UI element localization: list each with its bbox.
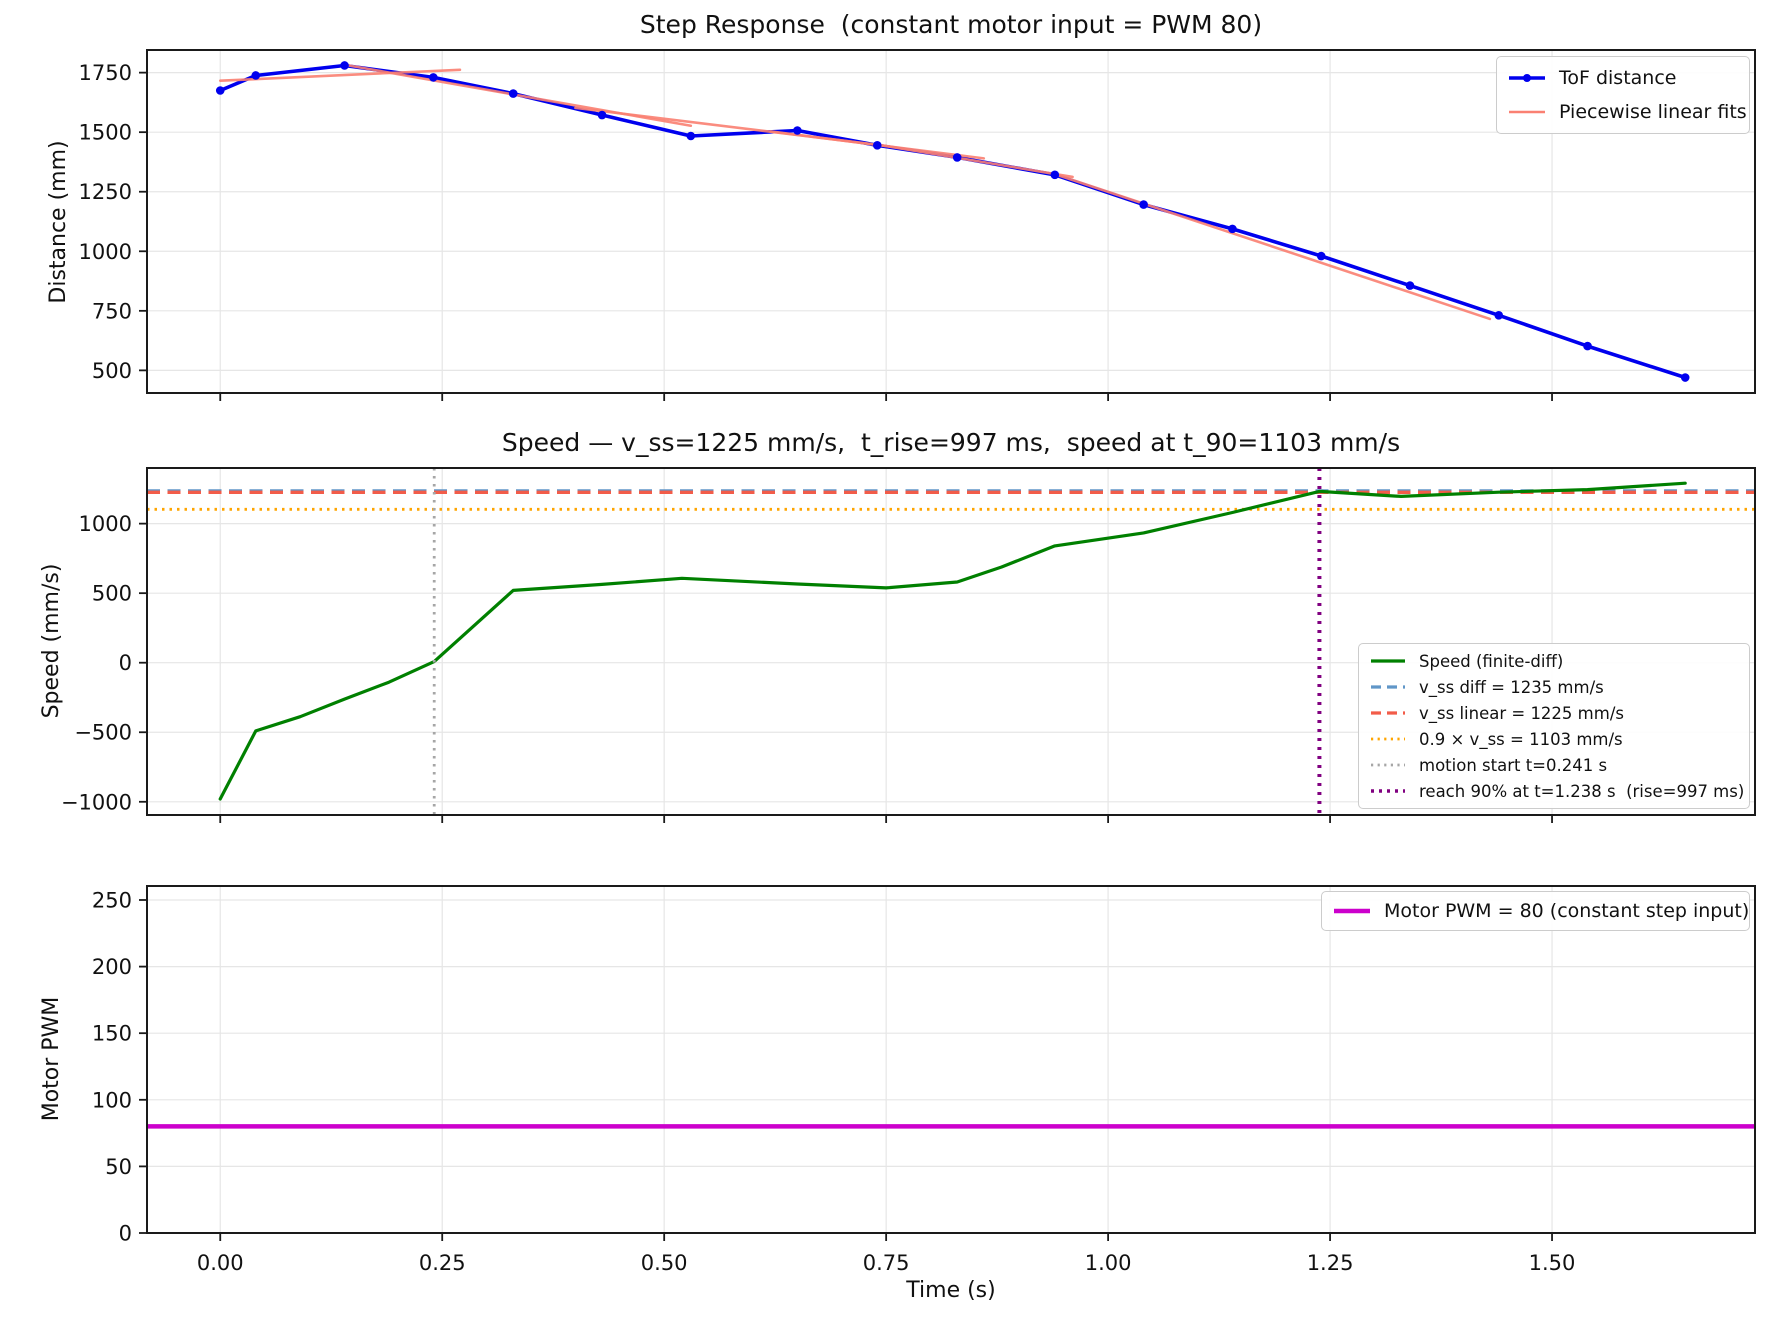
y-tick-label: 0 bbox=[119, 1222, 132, 1246]
data-point-marker bbox=[1583, 341, 1592, 351]
data-point-marker bbox=[597, 110, 607, 120]
legend-item-piecewise-fits: Piecewise linear fits bbox=[1507, 101, 1747, 123]
y-tick-label: 500 bbox=[92, 582, 132, 606]
x-tick-label: 0.50 bbox=[641, 1251, 688, 1275]
data-point-marker bbox=[1494, 311, 1504, 320]
data-point-marker bbox=[1139, 200, 1148, 209]
x-tick-label: 1.25 bbox=[1307, 1251, 1354, 1275]
distance-legend: ToF distance Piecewise linear fits bbox=[1496, 56, 1750, 134]
data-point-marker bbox=[1680, 373, 1690, 382]
legend-item-reach-90: reach 90% at t=1.238 s (rise=997 ms) bbox=[1369, 782, 1744, 801]
legend-label: ToF distance bbox=[1559, 67, 1677, 89]
time-axis-label: Time (s) bbox=[906, 1278, 996, 1303]
y-tick-label: −500 bbox=[74, 721, 132, 745]
fit-segment bbox=[1053, 172, 1492, 321]
x-tick-label: 0.75 bbox=[863, 1251, 910, 1275]
fit-segment bbox=[875, 143, 1074, 179]
motion-start-dotted-sample bbox=[1371, 763, 1405, 767]
legend-item-vss-diff: v_ss diff = 1235 mm/s bbox=[1369, 678, 1739, 697]
legend-label: v_ss diff = 1235 mm/s bbox=[1419, 677, 1604, 697]
series-line bbox=[218, 63, 1687, 380]
vss-linear-dash-sample bbox=[1371, 711, 1405, 715]
vss90-dotted-sample bbox=[1371, 737, 1405, 741]
tof-line-sample bbox=[1509, 74, 1545, 82]
legend-label: reach 90% at t=1.238 s (rise=997 ms) bbox=[1419, 781, 1745, 801]
y-tick-label: −1000 bbox=[61, 790, 132, 814]
data-point-marker bbox=[508, 89, 518, 98]
x-tick-label: 0.00 bbox=[197, 1251, 244, 1275]
pwm-legend: Motor PWM = 80 (constant step input) bbox=[1321, 891, 1750, 931]
series-line bbox=[218, 481, 1687, 801]
legend-item-tof-distance: ToF distance bbox=[1507, 67, 1739, 89]
x-tick-label: 1.50 bbox=[1529, 1251, 1576, 1275]
y-tick-label: 1250 bbox=[79, 180, 132, 204]
fit-line-sample bbox=[1509, 110, 1545, 114]
axes-spines bbox=[146, 885, 1756, 1234]
data-point-marker bbox=[1316, 251, 1326, 261]
data-point-marker bbox=[340, 61, 349, 70]
y-tick-label: 1750 bbox=[79, 61, 132, 85]
x-tick-label: 1.00 bbox=[1085, 1251, 1132, 1275]
y-tick-label: 200 bbox=[92, 955, 132, 979]
speed-line-sample bbox=[1371, 659, 1405, 663]
data-point-marker bbox=[1228, 224, 1237, 234]
axes-spines bbox=[146, 467, 1756, 816]
y-tick-label: 1000 bbox=[79, 240, 132, 264]
legend-label: motion start t=0.241 s bbox=[1419, 755, 1608, 775]
legend-item-motor-pwm: Motor PWM = 80 (constant step input) bbox=[1332, 900, 1749, 922]
data-point-marker bbox=[1405, 281, 1415, 290]
legend-label: v_ss linear = 1225 mm/s bbox=[1419, 703, 1624, 723]
y-tick-label: 750 bbox=[92, 299, 132, 323]
x-tick-label: 0.25 bbox=[419, 1251, 466, 1275]
top-chart-title: Step Response (constant motor input = PW… bbox=[639, 10, 1263, 39]
y-tick-label: 100 bbox=[92, 1088, 132, 1112]
legend-item-vss-linear: v_ss linear = 1225 mm/s bbox=[1369, 704, 1739, 723]
distance-axis-label: Distance (mm) bbox=[46, 140, 71, 304]
data-point-marker bbox=[215, 86, 225, 95]
legend-item-motion-start: motion start t=0.241 s bbox=[1369, 756, 1739, 775]
y-tick-label: 1000 bbox=[79, 512, 132, 536]
vss-diff-dash-sample bbox=[1371, 685, 1405, 689]
speed-axis-label: Speed (mm/s) bbox=[39, 563, 64, 719]
fit-segment bbox=[218, 68, 462, 83]
speed-legend: Speed (finite-diff) v_ss diff = 1235 mm/… bbox=[1358, 643, 1750, 809]
y-tick-label: 50 bbox=[105, 1155, 132, 1179]
y-tick-label: 0 bbox=[119, 651, 132, 675]
legend-label: Speed (finite-diff) bbox=[1419, 651, 1564, 671]
axes-spines bbox=[146, 49, 1756, 394]
data-point-marker bbox=[1050, 170, 1060, 180]
speed-chart-title: Speed — v_ss=1225 mm/s, t_rise=997 ms, s… bbox=[501, 428, 1401, 457]
legend-label: Piecewise linear fits bbox=[1559, 101, 1747, 123]
data-point-marker bbox=[429, 73, 438, 82]
pwm-axis-label: Motor PWM bbox=[39, 996, 64, 1122]
data-point-marker bbox=[872, 140, 882, 150]
data-point-marker bbox=[952, 153, 962, 162]
reach90-dotted-sample bbox=[1371, 789, 1405, 793]
data-point-marker bbox=[251, 71, 261, 80]
legend-item-speed: Speed (finite-diff) bbox=[1369, 652, 1739, 671]
data-point-marker bbox=[793, 126, 802, 135]
legend-label: 0.9 × v_ss = 1103 mm/s bbox=[1419, 729, 1623, 749]
legend-label: Motor PWM = 80 (constant step input) bbox=[1384, 900, 1750, 922]
y-tick-label: 1500 bbox=[79, 121, 132, 145]
y-tick-label: 500 bbox=[92, 359, 132, 383]
legend-item-90pct-vss: 0.9 × v_ss = 1103 mm/s bbox=[1369, 730, 1739, 749]
y-tick-label: 150 bbox=[92, 1022, 132, 1046]
data-point-marker bbox=[686, 131, 696, 141]
y-tick-label: 250 bbox=[92, 888, 132, 912]
pwm-line-sample bbox=[1334, 908, 1370, 914]
